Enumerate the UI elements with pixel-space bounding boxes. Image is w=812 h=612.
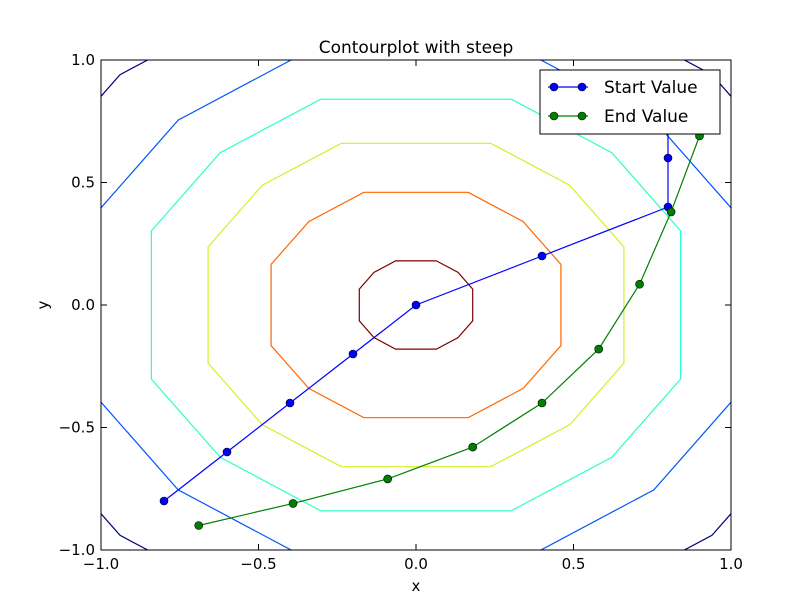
series-1-point xyxy=(159,496,169,506)
series-2-point xyxy=(537,398,547,408)
legend-marker-end xyxy=(549,111,559,121)
contour-line-6 xyxy=(101,60,731,550)
series-1-point xyxy=(222,447,232,457)
chart-title: Contourplot with steep xyxy=(319,38,514,58)
axis-ticks: −1.0 −0.5 0.0 0.5 1.0 −1.0 −0.5 0.0 0.5 1.0 xyxy=(59,51,743,573)
contour-line-2 xyxy=(270,191,562,419)
series-2-point xyxy=(383,474,393,484)
series-2-point xyxy=(666,207,676,217)
y-tick-label: −1.0 xyxy=(59,541,95,559)
series-2-point xyxy=(288,499,298,508)
legend-box xyxy=(539,69,721,135)
x-tick-label: −0.5 xyxy=(240,555,276,573)
x-tick-label: 0.5 xyxy=(562,555,586,573)
contour-line-1 xyxy=(358,260,474,350)
y-tick-label: −0.5 xyxy=(59,419,95,437)
contour-line-3 xyxy=(207,142,625,468)
y-tick-label: 0.0 xyxy=(71,296,95,314)
series-1-point xyxy=(537,251,547,261)
x-tick-label: 1.0 xyxy=(719,555,743,573)
series-2-point xyxy=(635,279,644,289)
legend: Start Value End Value xyxy=(539,69,721,135)
contour-line-4 xyxy=(150,98,682,512)
series-2-point xyxy=(194,521,203,530)
legend-marker-start xyxy=(549,82,559,92)
legend-label-end: End Value xyxy=(604,107,688,127)
legend-marker-end xyxy=(577,111,587,121)
contour-lines xyxy=(101,60,731,550)
legend-label-start: Start Value xyxy=(604,78,698,98)
data-series xyxy=(159,72,704,530)
series-1-point xyxy=(348,349,358,359)
series-2-point xyxy=(594,344,604,354)
series-1-point xyxy=(285,398,295,408)
y-axis-label: y xyxy=(34,300,52,309)
legend-entry-start: Start Value xyxy=(548,78,698,98)
series-2-point xyxy=(468,442,478,452)
x-tick-label: 0.0 xyxy=(404,555,428,573)
contour-line-5 xyxy=(101,60,731,550)
legend-entry-end: End Value xyxy=(548,107,688,127)
series-1-point xyxy=(411,300,421,310)
y-tick-label: 0.5 xyxy=(71,174,95,192)
series-1-point xyxy=(663,153,673,163)
y-tick-label: 1.0 xyxy=(71,51,95,69)
legend-marker-start xyxy=(577,82,587,92)
x-tick-label: −1.0 xyxy=(83,555,119,573)
x-axis-label: x xyxy=(412,577,421,595)
